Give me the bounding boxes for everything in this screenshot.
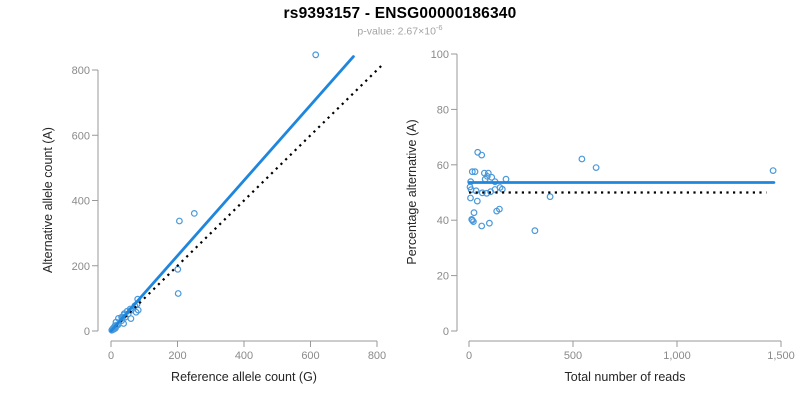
data-point xyxy=(483,172,491,180)
plot-subtitle: p-value: 2.67×10-6 xyxy=(0,23,800,38)
y-tick-label: 400 xyxy=(72,196,90,208)
y-tick-label: 80 xyxy=(437,104,449,116)
data-point xyxy=(478,222,486,230)
data-point xyxy=(174,290,182,297)
y-tick-label: 800 xyxy=(72,65,90,77)
x-tick-label: 1,000 xyxy=(663,350,691,362)
data-point xyxy=(531,227,539,235)
data-point xyxy=(546,193,554,201)
left-y-axis-title: Alternative allele count (A) xyxy=(41,127,55,273)
plot-title: rs9393157 - ENSG00000186340 xyxy=(283,5,517,22)
data-point xyxy=(132,308,140,316)
data-point xyxy=(578,155,586,163)
x-tick-label: 200 xyxy=(168,350,186,362)
x-tick-label: 600 xyxy=(301,350,319,362)
x-tick-label: 1,500 xyxy=(767,350,795,362)
data-point xyxy=(488,173,496,181)
y-tick-label: 40 xyxy=(437,215,449,227)
y-tick-label: 600 xyxy=(72,130,90,142)
x-tick-label: 0 xyxy=(108,350,114,362)
x-tick-label: 500 xyxy=(564,350,582,362)
data-point xyxy=(478,189,486,197)
data-point xyxy=(478,151,486,159)
y-tick-label: 0 xyxy=(84,326,90,338)
pvalue-exponent: -6 xyxy=(435,23,443,32)
data-point xyxy=(486,219,493,227)
data-point xyxy=(467,194,474,202)
right-y-axis-title: Percentage alternative (A) xyxy=(405,119,419,264)
right-x-axis-title: Total number of reads xyxy=(565,370,686,384)
y-tick-label: 20 xyxy=(437,271,449,283)
data-point xyxy=(496,205,503,213)
data-point xyxy=(470,218,477,226)
y-tick-label: 100 xyxy=(431,49,449,61)
pvalue-text: p-value: 2.67×10 xyxy=(357,25,436,38)
data-point xyxy=(473,197,481,205)
data-point xyxy=(472,187,480,195)
x-tick-label: 0 xyxy=(466,350,472,362)
data-point xyxy=(312,51,320,59)
data-point xyxy=(174,265,182,273)
data-point xyxy=(769,167,777,175)
data-point xyxy=(484,169,492,177)
x-tick-label: 400 xyxy=(235,350,253,362)
data-point xyxy=(190,209,198,217)
y-tick-label: 60 xyxy=(437,160,449,172)
left-x-axis-title: Reference allele count (G) xyxy=(171,370,317,384)
identity-line xyxy=(110,62,385,332)
data-point xyxy=(468,216,476,224)
data-point xyxy=(175,217,183,225)
data-point xyxy=(592,164,600,172)
y-tick-label: 200 xyxy=(72,261,90,273)
data-point xyxy=(468,168,476,176)
fit-line xyxy=(109,55,355,333)
data-point xyxy=(470,209,478,217)
y-tick-label: 0 xyxy=(443,326,449,338)
x-tick-label: 800 xyxy=(368,350,386,362)
left-scatter-plot: 0 200 400 600 800 0 200 400 600 800 xyxy=(72,51,386,362)
right-scatter-plot: 0 500 1,000 1,500 0 20 40 60 80 100 xyxy=(431,49,795,362)
data-point xyxy=(471,168,479,176)
